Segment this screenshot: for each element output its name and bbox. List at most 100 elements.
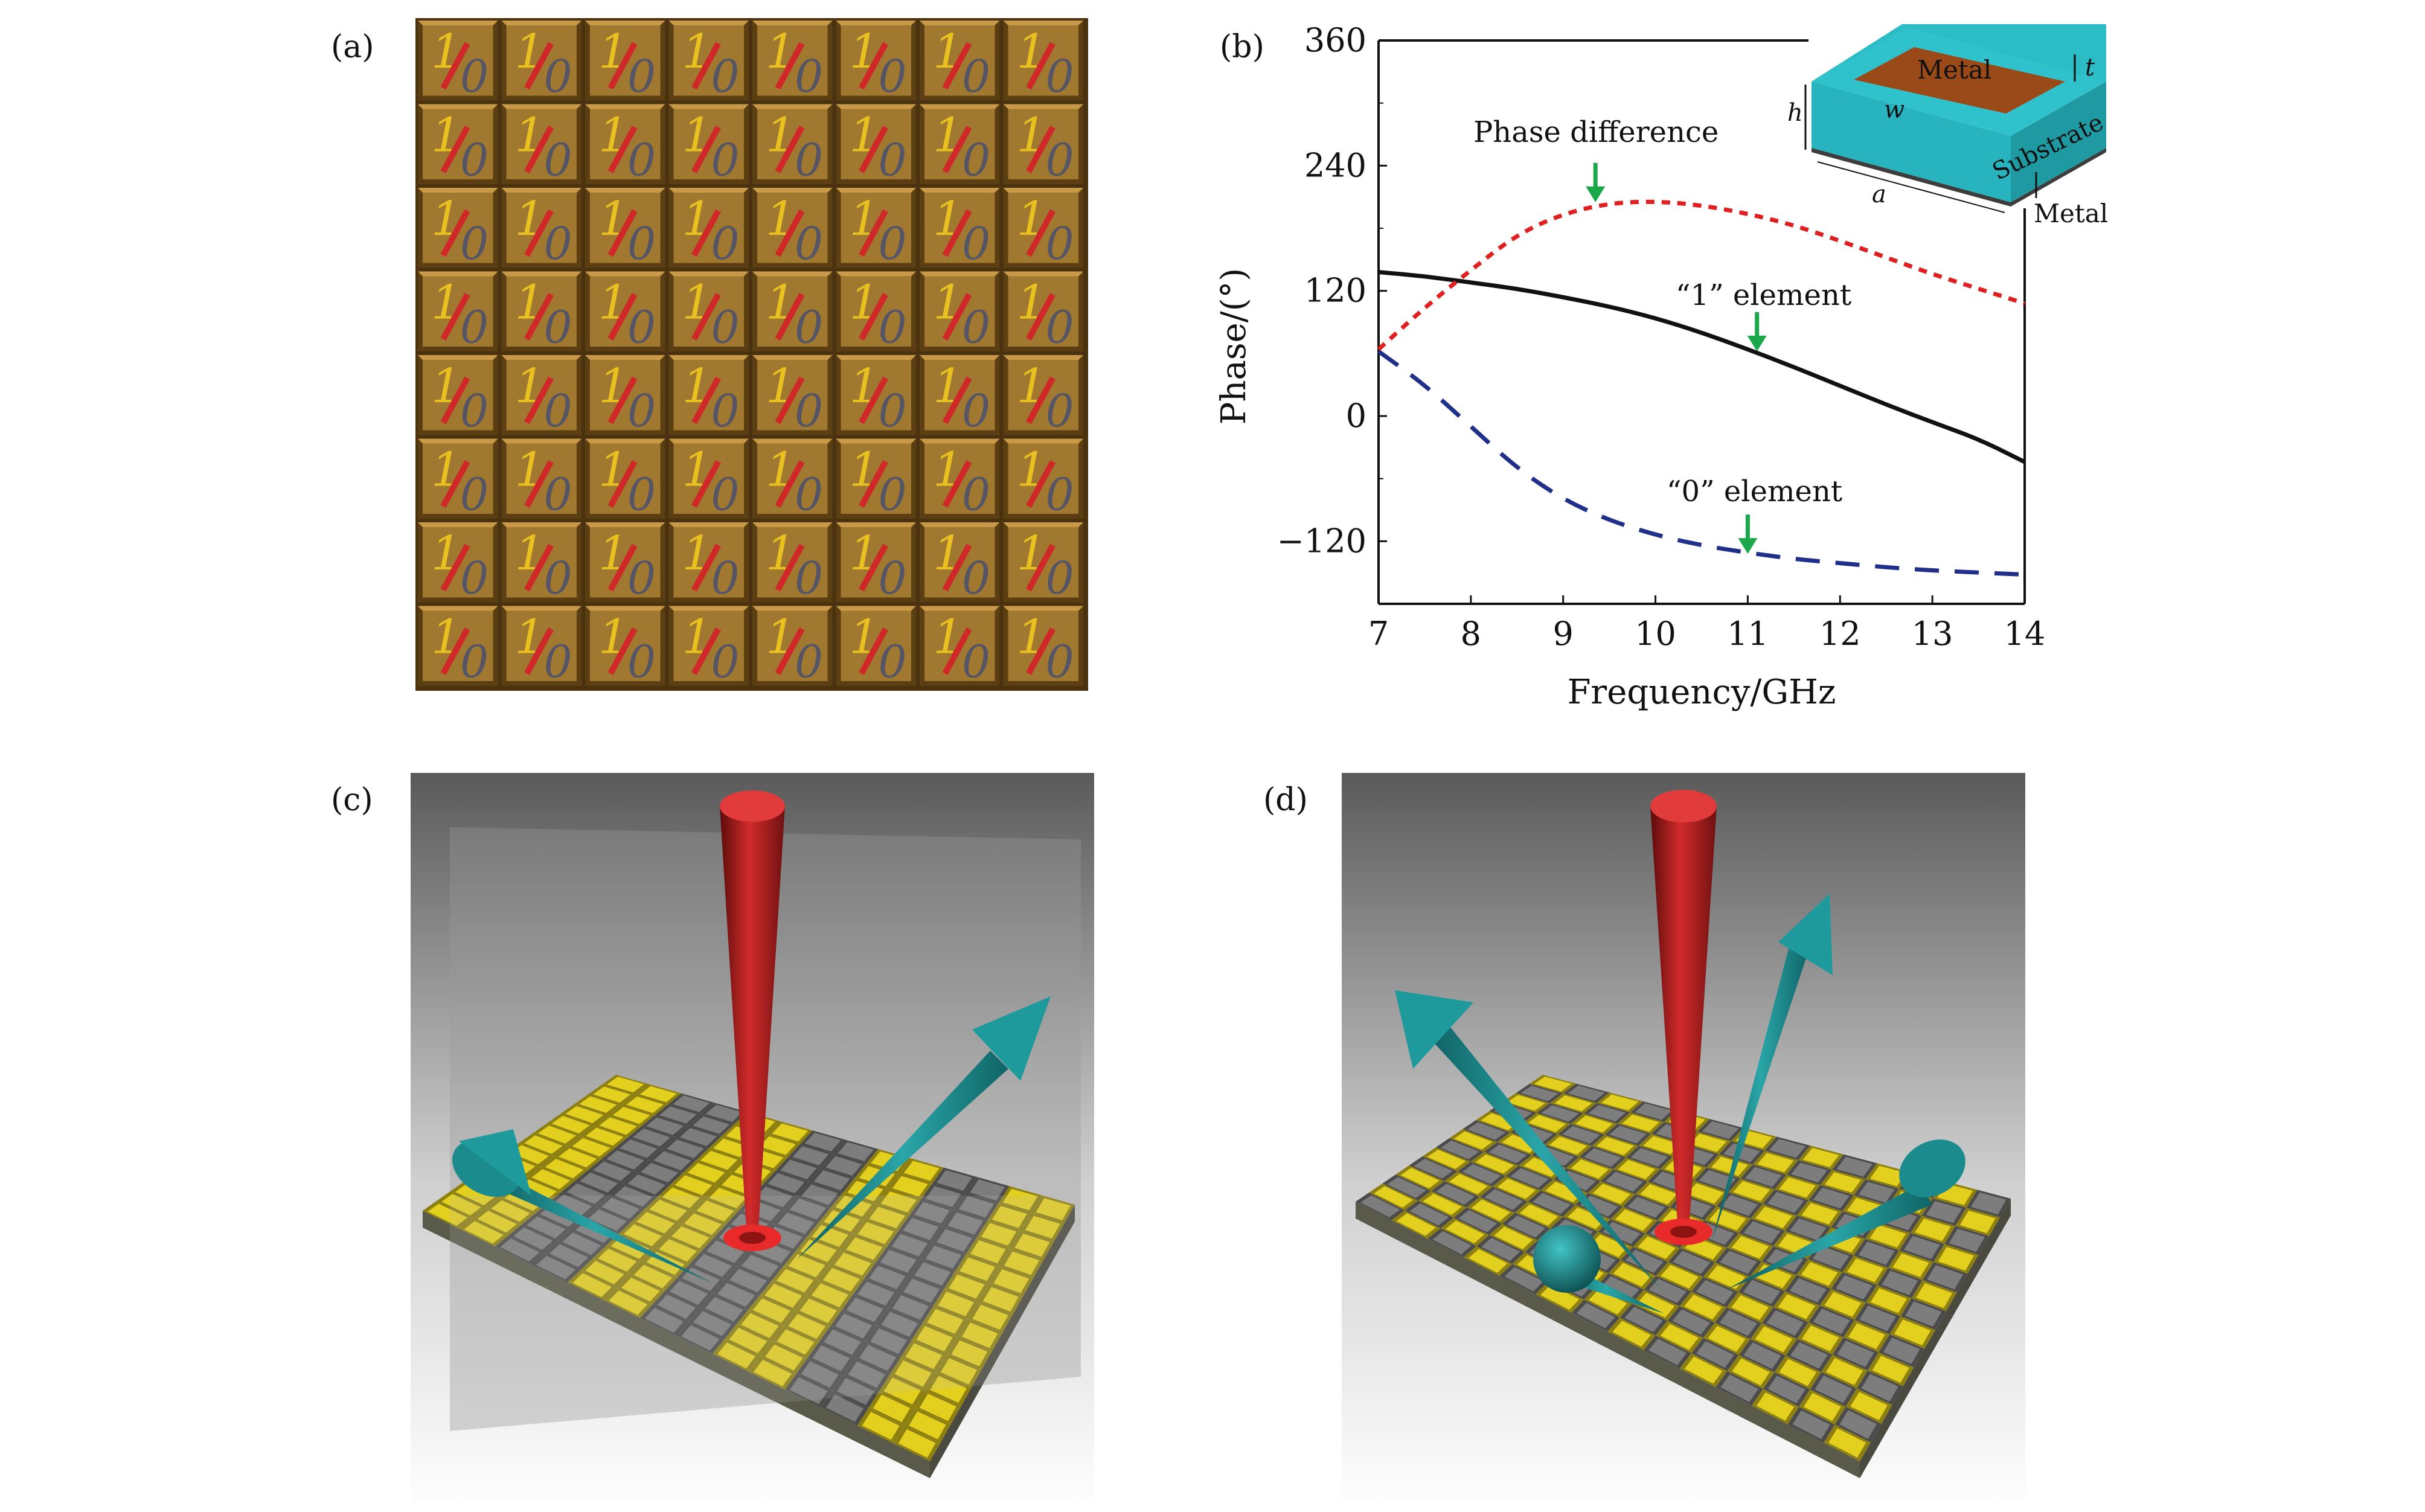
board-cell — [914, 1262, 951, 1286]
tile-slash — [440, 460, 470, 508]
tile-digit-zero: 0 — [711, 51, 740, 103]
tile-digit-one: 1 — [431, 359, 461, 414]
board-cell — [510, 1145, 549, 1165]
coding-tile: 10 — [585, 355, 665, 437]
coding-tile: 10 — [752, 355, 833, 437]
board-cell — [881, 1312, 918, 1337]
tile-digit-one: 1 — [515, 359, 545, 414]
tile-digit-zero: 0 — [795, 469, 823, 521]
coding-tile: 10 — [585, 522, 665, 604]
tile-highlight — [1003, 21, 1083, 25]
tile-digit-one: 1 — [598, 443, 629, 498]
annotation-arrow-head — [1747, 335, 1767, 351]
board-cell — [1790, 1342, 1828, 1369]
board-cell — [1603, 1222, 1641, 1245]
board-cell — [1720, 1374, 1759, 1403]
tile-digit-one: 1 — [850, 192, 880, 246]
board-cell — [636, 1212, 675, 1234]
coding-tile: 10 — [501, 606, 581, 688]
board-cell — [1568, 1207, 1606, 1229]
board-cell — [537, 1126, 577, 1144]
board-cell — [958, 1196, 995, 1218]
board-cell — [1622, 1114, 1659, 1132]
tile-slash — [440, 126, 470, 173]
tile-digit-zero: 0 — [711, 553, 740, 604]
tile-digit-one: 1 — [766, 192, 796, 246]
coding-tile: 10 — [920, 606, 1000, 688]
x-tick-label: 7 — [1368, 615, 1389, 653]
tile-digit-one: 1 — [933, 276, 963, 330]
board-cell — [681, 1325, 720, 1351]
tile-slash — [524, 293, 554, 341]
board-cell — [524, 1135, 563, 1155]
coding-tile: 10 — [1003, 355, 1083, 437]
board-cell — [780, 1159, 817, 1179]
board-cell — [1743, 1342, 1781, 1369]
board-cell — [1554, 1095, 1592, 1112]
tile-digit-zero: 0 — [1046, 385, 1074, 437]
unit-cell-inset: Metal Substrate Metal t w h a — [1787, 24, 2108, 228]
tile-slash — [691, 293, 721, 341]
coding-tile: 10 — [418, 606, 498, 688]
board-cell — [1549, 1136, 1587, 1155]
board-cell — [788, 1254, 825, 1278]
tile-slash — [859, 293, 888, 341]
board-cell — [741, 1254, 779, 1278]
tile-slash — [440, 627, 470, 675]
board-cell — [1757, 1153, 1794, 1173]
board-cell — [947, 1212, 984, 1235]
board-cell — [873, 1394, 911, 1423]
tile-slash — [1026, 627, 1056, 675]
board-cell — [1414, 1159, 1453, 1179]
board-cell — [659, 1106, 697, 1124]
board-side-edge — [1860, 1199, 2011, 1478]
series-annotation: Phase difference — [1473, 115, 1719, 149]
tile-digit-zero: 0 — [962, 385, 990, 437]
tile-digit-zero: 0 — [460, 51, 489, 103]
tile-digit-one: 1 — [933, 527, 963, 581]
tile-digit-zero: 0 — [795, 135, 823, 187]
substrate-right-face — [2011, 82, 2106, 202]
board-cell — [674, 1175, 713, 1196]
tile-highlight — [501, 271, 581, 277]
coding-tile: 10 — [668, 438, 749, 521]
coding-tile: 10 — [585, 104, 665, 187]
board-cell — [1002, 1188, 1038, 1211]
x-tick-label: 13 — [1912, 615, 1953, 653]
tile-digit-zero: 0 — [544, 218, 572, 270]
board-cell — [970, 1179, 1005, 1201]
board-cell — [1690, 1133, 1727, 1152]
board-cell — [1638, 1236, 1676, 1260]
tile-digit-zero: 0 — [879, 302, 907, 354]
board-cell — [667, 1139, 704, 1159]
board-cell — [1837, 1341, 1874, 1367]
board-cell — [1510, 1168, 1549, 1188]
coding-tile: 10 — [585, 21, 665, 103]
board-cell — [609, 1290, 648, 1315]
tile-digit-one: 1 — [850, 610, 880, 665]
series-annotation: “0” element — [1667, 475, 1842, 508]
board-cell — [585, 1261, 624, 1285]
tile-digit-one: 1 — [850, 527, 880, 581]
board-cell — [1792, 1410, 1830, 1440]
board-cell — [1696, 1280, 1734, 1304]
board-cell — [1523, 1157, 1562, 1177]
tile-digit-one: 1 — [598, 109, 629, 163]
coding-tile: 10 — [668, 104, 749, 187]
board-cell — [1894, 1319, 1931, 1346]
board-cell — [1767, 1191, 1804, 1213]
board-cell — [801, 1184, 838, 1205]
tile-highlight — [752, 438, 833, 444]
board-cell — [1436, 1184, 1475, 1205]
tile-slash — [1026, 460, 1056, 508]
tile-digit-one: 1 — [1017, 25, 1047, 79]
board-cell — [1836, 1156, 1873, 1177]
board-cell — [1545, 1182, 1584, 1202]
board-cell — [792, 1146, 829, 1165]
tile-slash — [942, 376, 972, 424]
board-cell — [1612, 1321, 1651, 1347]
coding-tile: 10 — [752, 21, 833, 103]
tile-highlight — [585, 522, 665, 527]
tile-slash — [859, 543, 888, 592]
